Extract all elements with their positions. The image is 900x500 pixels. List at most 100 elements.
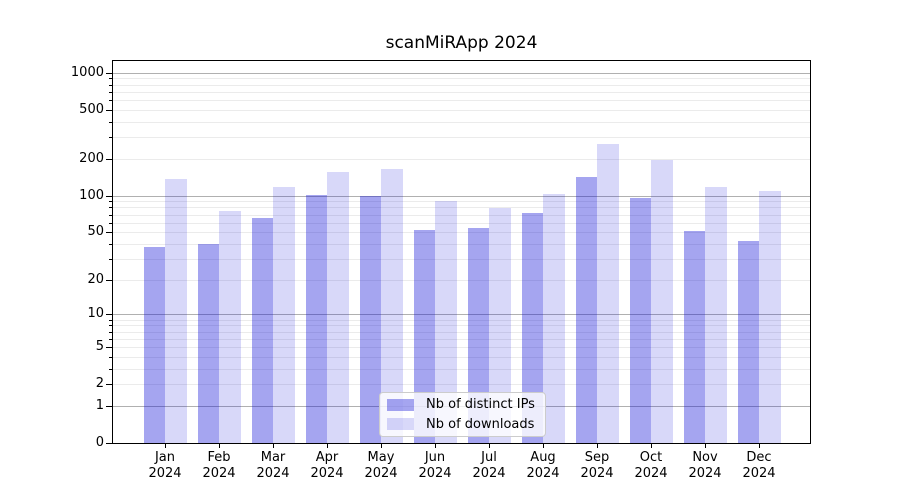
x-tick-mark <box>272 444 274 448</box>
y-minor-tick-mark <box>109 325 113 327</box>
gridline-minor <box>113 243 810 245</box>
x-tick-label-jun: Jun 2024 <box>418 450 452 481</box>
y-minor-tick-mark <box>109 214 113 216</box>
bar-distinct-ips-jun <box>413 230 435 443</box>
bar-downloads-apr <box>327 172 349 443</box>
gridline-minor <box>113 137 810 139</box>
gridline-minor <box>113 201 810 203</box>
x-tick-label-oct: Oct 2024 <box>634 450 668 481</box>
gridline-minor <box>113 91 810 93</box>
y-minor-tick-mark <box>109 243 113 245</box>
y-tick-label: 20 <box>87 271 104 287</box>
gridline-minor <box>113 346 810 348</box>
y-minor-tick-mark <box>109 331 113 333</box>
y-tick-mark <box>106 443 113 444</box>
bar-distinct-ips-mar <box>251 218 273 443</box>
x-tick-mark <box>542 444 544 448</box>
x-tick-mark <box>380 444 382 448</box>
gridline-minor <box>113 258 810 260</box>
bar-downloads-dec <box>759 190 781 443</box>
x-tick-mark <box>704 444 706 448</box>
y-tick-label: 1 <box>95 397 104 413</box>
y-minor-tick-mark <box>109 207 113 209</box>
y-tick-mark <box>106 195 113 197</box>
x-tick-label-mar: Mar 2024 <box>256 450 290 481</box>
y-minor-tick-mark <box>109 258 113 260</box>
gridline-minor <box>113 100 810 102</box>
bar-distinct-ips-sep <box>575 177 597 443</box>
x-tick-mark <box>758 444 760 448</box>
y-minor-tick-mark <box>109 319 113 321</box>
y-tick-mark <box>106 279 113 281</box>
bar-downloads-feb <box>219 210 241 443</box>
bar-distinct-ips-dec <box>737 241 759 443</box>
bar-downloads-jan <box>165 178 187 443</box>
x-tick-label-jan: Jan 2024 <box>148 450 182 481</box>
gridline-minor <box>113 222 810 224</box>
y-tick-label: 2 <box>95 376 104 392</box>
x-tick-label-may: May 2024 <box>364 450 398 481</box>
legend-swatch-distinct-ips <box>387 398 414 411</box>
x-tick-label-jul: Jul 2024 <box>472 450 506 481</box>
y-tick-mark <box>106 232 113 234</box>
legend-item-distinct-ips: Nb of distinct IPs <box>387 397 538 413</box>
y-tick-mark <box>106 72 113 74</box>
gridline-minor <box>113 207 810 209</box>
legend-item-downloads: Nb of downloads <box>387 417 538 433</box>
x-tick-label-apr: Apr 2024 <box>310 450 344 481</box>
gridline-major <box>113 72 810 74</box>
gridline-minor <box>113 356 810 358</box>
y-minor-tick-mark <box>109 201 113 203</box>
x-tick-mark <box>164 444 166 448</box>
bar-downloads-may <box>381 168 403 443</box>
gridline-minor <box>113 325 810 327</box>
gridline-minor <box>113 384 810 386</box>
bar-downloads-aug <box>543 193 565 443</box>
x-tick-label-dec: Dec 2024 <box>742 450 776 481</box>
x-tick-mark <box>488 444 490 448</box>
y-tick-label: 0 <box>95 435 104 450</box>
bar-distinct-ips-feb <box>197 243 219 443</box>
gridline-minor <box>113 368 810 370</box>
legend-label: Nb of distinct IPs <box>426 397 535 413</box>
bar-distinct-ips-may <box>359 196 381 443</box>
y-tick-mark <box>106 109 113 111</box>
gridline-minor <box>113 331 810 333</box>
gridline-minor <box>113 158 810 160</box>
bar-downloads-jun <box>435 200 457 443</box>
x-tick-label-aug: Aug 2024 <box>526 450 560 481</box>
legend-swatch-downloads <box>387 418 414 431</box>
x-tick-mark <box>434 444 436 448</box>
gridline-minor <box>113 121 810 123</box>
y-minor-tick-mark <box>109 91 113 93</box>
y-tick-label: 500 <box>79 101 104 117</box>
y-minor-tick-mark <box>109 356 113 358</box>
bar-distinct-ips-jan <box>143 246 165 443</box>
y-minor-tick-mark <box>109 78 113 80</box>
chart-title: scanMiRApp 2024 <box>385 33 538 53</box>
y-tick-mark <box>106 346 113 348</box>
gridline-minor <box>113 78 810 80</box>
bar-downloads-oct <box>651 159 673 443</box>
bar-downloads-mar <box>273 186 295 443</box>
legend-label: Nb of downloads <box>426 416 535 432</box>
y-tick-label: 50 <box>87 224 104 240</box>
bar-downloads-jul <box>489 207 511 443</box>
x-tick-mark <box>326 444 328 448</box>
x-tick-mark <box>596 444 598 448</box>
y-minor-tick-mark <box>109 121 113 123</box>
x-tick-label-nov: Nov 2024 <box>688 450 722 481</box>
y-minor-tick-mark <box>109 222 113 224</box>
gridline-minor <box>113 338 810 340</box>
y-tick-mark <box>106 384 113 386</box>
bar-downloads-nov <box>705 186 727 443</box>
bar-distinct-ips-oct <box>629 197 651 443</box>
bar-distinct-ips-jul <box>467 228 489 443</box>
x-tick-label-sep: Sep 2024 <box>580 450 614 481</box>
y-tick-mark <box>106 405 113 407</box>
gridline-minor <box>113 84 810 86</box>
y-minor-tick-mark <box>109 368 113 370</box>
gridline-major <box>113 195 810 197</box>
bar-downloads-sep <box>597 144 619 443</box>
